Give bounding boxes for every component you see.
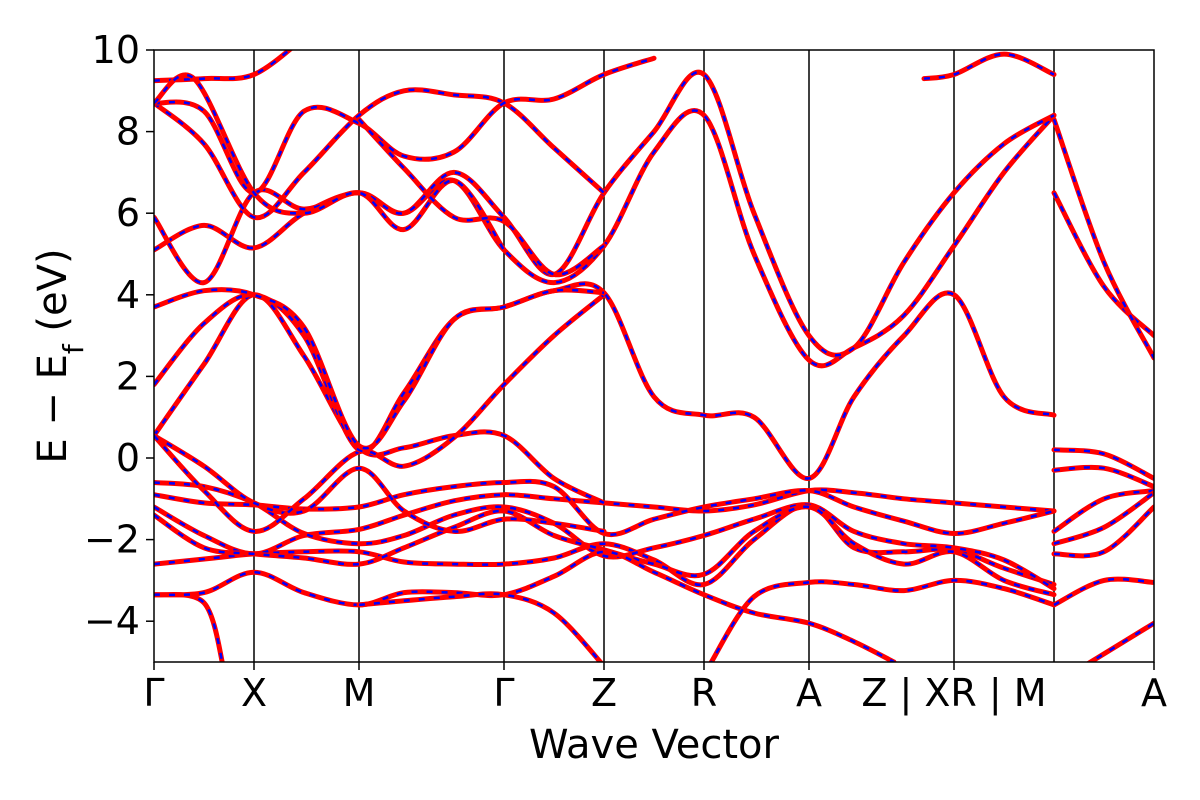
x-tick-label-1: X — [241, 671, 267, 715]
y-axis-title-main: E − E — [30, 354, 76, 464]
y-axis-ticks: −4 −2 0 2 4 6 8 10 — [84, 28, 154, 643]
y-tick-label-0: −4 — [84, 599, 140, 643]
band-lines — [154, 50, 1154, 662]
band-line-red-10 — [154, 292, 607, 506]
x-tick-label-0: Γ — [143, 671, 164, 715]
y-tick-label-2: 0 — [116, 436, 140, 480]
y-tick-label-1: −2 — [84, 518, 140, 562]
y-tick-label-3: 2 — [116, 354, 140, 398]
band-line-blue-12 — [154, 282, 1055, 480]
x-tick-label-7: Z | XR | M — [861, 671, 1046, 716]
band-line-blue-6 — [154, 550, 895, 662]
band-line-blue-13 — [154, 288, 605, 450]
y-tick-label-6: 8 — [116, 110, 140, 154]
band-line-blue-22 — [1052, 192, 1154, 337]
band-line-blue-19 — [154, 73, 506, 251]
band-line-blue-17 — [154, 57, 655, 195]
band-line-red-16 — [154, 87, 607, 221]
band-line-red-18 — [154, 50, 294, 84]
band-line-blue-25 — [1053, 466, 1154, 488]
band-line-red-29 — [1051, 576, 1154, 608]
band-line-blue-0 — [154, 593, 224, 662]
band-line-blue-11 — [154, 293, 605, 533]
x-tick-label-8: A — [1141, 671, 1167, 715]
band-line-red-0 — [154, 592, 225, 662]
band-line-blue-18 — [154, 50, 292, 82]
y-tick-label-4: 4 — [116, 273, 140, 317]
band-line-blue-9 — [154, 434, 605, 533]
x-tick-label-2: M — [343, 671, 376, 715]
y-axis-title: E − Ef (eV) — [30, 248, 90, 463]
band-line-blue-10 — [154, 293, 605, 505]
band-line-red-13 — [154, 287, 607, 451]
band-line-blue-23 — [1052, 118, 1154, 359]
x-tick-label-3: Γ — [493, 671, 514, 715]
band-line-red-21 — [921, 51, 1057, 82]
band-line-red-6 — [154, 549, 897, 662]
band-line-blue-1 — [154, 503, 1055, 586]
band-line-red-26 — [1051, 488, 1154, 534]
y-axis-title-subscript: f — [57, 343, 90, 354]
y-tick-label-7: 10 — [92, 28, 140, 72]
band-line-blue-20 — [358, 118, 605, 276]
band-line-blue-16 — [154, 88, 605, 219]
band-line-blue-28 — [1053, 506, 1154, 558]
y-tick-label-5: 6 — [116, 191, 140, 235]
band-line-blue-15 — [154, 71, 1055, 357]
band-line-red-28 — [1051, 504, 1154, 559]
x-tick-label-4: Z — [591, 671, 617, 715]
band-line-red-27 — [1051, 490, 1154, 547]
plot-frame — [153, 49, 1155, 663]
band-line-red-30 — [1085, 620, 1154, 662]
band-line-blue-24 — [1053, 448, 1154, 480]
x-axis-title: Wave Vector — [529, 722, 780, 768]
band-line-red-7 — [356, 591, 604, 662]
band-line-blue-4 — [154, 481, 1055, 590]
x-tick-label-5: R — [691, 671, 717, 715]
band-line-blue-8 — [710, 579, 1055, 662]
band-line-blue-30 — [1088, 622, 1154, 662]
band-line-red-20 — [356, 116, 607, 278]
band-line-blue-7 — [358, 592, 603, 662]
k-point-divider-lines — [253, 50, 1055, 662]
y-axis-title-unit: (eV) — [30, 248, 76, 344]
x-axis-ticks: Γ X M Γ Z R A Z | XR | M A — [143, 662, 1167, 716]
x-tick-label-6: A — [796, 671, 822, 715]
band-line-blue-14 — [154, 109, 1055, 367]
band-line-blue-29 — [1053, 577, 1154, 607]
